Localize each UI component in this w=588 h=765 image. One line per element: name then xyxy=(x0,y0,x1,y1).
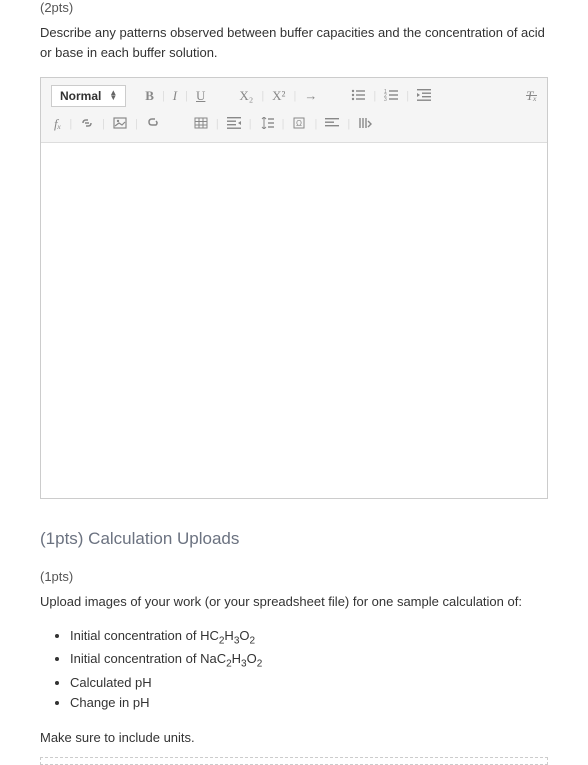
list-ol-icon[interactable]: 123 xyxy=(381,87,401,106)
paragraph-icon[interactable] xyxy=(355,115,375,134)
function-button[interactable]: fₓ xyxy=(51,114,64,134)
separator: | xyxy=(405,90,410,102)
list-item: Initial concentration of HC2H3O2 xyxy=(70,626,548,650)
italic-button[interactable]: I xyxy=(170,86,180,106)
table-icon[interactable] xyxy=(191,115,211,134)
separator: | xyxy=(215,118,220,130)
separator: | xyxy=(346,118,351,130)
line-height-icon[interactable] xyxy=(257,115,277,134)
section-heading: (1pts) Calculation Uploads xyxy=(40,529,548,549)
upload-prompt: Upload images of your work (or your spre… xyxy=(40,592,548,612)
editor-toolbar: Normal ▲▼ B | I | U X₂ | X² | → | 123 | xyxy=(41,78,547,143)
separator: | xyxy=(313,118,318,130)
list-item: Change in pH xyxy=(70,693,548,714)
indent-icon[interactable] xyxy=(414,87,434,106)
link-icon[interactable] xyxy=(77,115,97,134)
toolbar-row-2: fₓ | | | | | | xyxy=(51,112,537,136)
svg-text:Ω: Ω xyxy=(296,119,302,128)
separator: | xyxy=(260,90,265,102)
attachment-icon[interactable] xyxy=(143,115,163,134)
list-item: Calculated pH xyxy=(70,673,548,694)
separator: | xyxy=(292,90,297,102)
calculation-list: Initial concentration of HC2H3O2 Initial… xyxy=(70,626,548,715)
outdent-icon[interactable] xyxy=(224,115,244,134)
separator: | xyxy=(372,90,377,102)
align-icon[interactable] xyxy=(322,115,342,134)
toolbar-row-1: Normal ▲▼ B | I | U X₂ | X² | → | 123 | xyxy=(51,84,537,108)
editor-textarea[interactable] xyxy=(41,143,547,498)
separator: | xyxy=(248,118,253,130)
separator: | xyxy=(281,118,286,130)
units-note: Make sure to include units. xyxy=(40,730,548,745)
dropdown-arrows-icon: ▲▼ xyxy=(109,91,117,101)
special-char-icon[interactable]: Ω xyxy=(289,115,309,134)
separator: | xyxy=(161,90,166,102)
superscript-button[interactable]: X² xyxy=(269,86,288,106)
file-upload-area[interactable] xyxy=(40,757,548,765)
svg-text:3: 3 xyxy=(384,97,387,101)
question-points: (2pts) xyxy=(40,0,548,15)
separator: | xyxy=(68,118,73,130)
upload-points: (1pts) xyxy=(40,569,548,584)
image-icon[interactable] xyxy=(110,115,130,134)
bold-button[interactable]: B xyxy=(142,86,157,106)
format-dropdown[interactable]: Normal ▲▼ xyxy=(51,85,126,107)
separator: | xyxy=(134,118,139,130)
subscript-button[interactable]: X₂ xyxy=(236,86,256,106)
underline-button[interactable]: U xyxy=(193,86,208,106)
rich-text-editor: Normal ▲▼ B | I | U X₂ | X² | → | 123 | xyxy=(40,77,548,499)
question-prompt: Describe any patterns observed between b… xyxy=(40,23,548,62)
list-ul-icon[interactable] xyxy=(348,87,368,106)
list-item: Initial concentration of NaC2H3O2 xyxy=(70,649,548,673)
format-label: Normal xyxy=(60,89,101,103)
separator: | xyxy=(184,90,189,102)
arrow-button[interactable]: → xyxy=(301,86,320,106)
clear-format-button[interactable]: Tₓ xyxy=(526,88,537,104)
separator: | xyxy=(101,118,106,130)
